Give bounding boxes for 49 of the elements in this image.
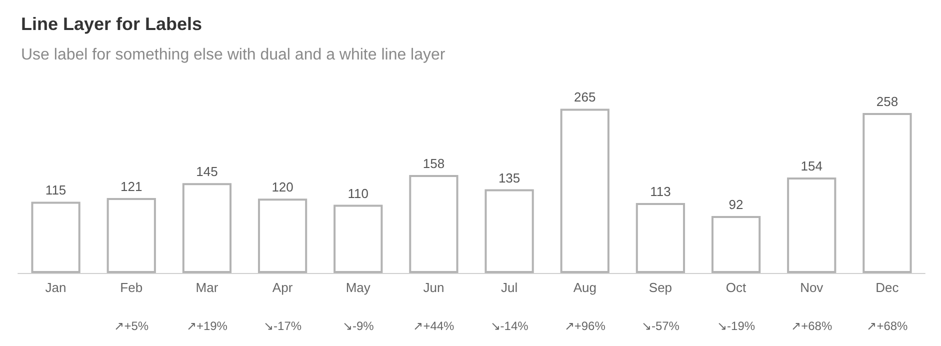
x-tick-label: Jan — [45, 280, 66, 295]
x-tick-label: Nov — [800, 280, 824, 295]
bar — [862, 113, 912, 273]
x-tick-label: Dec — [876, 280, 900, 295]
text: ↗+68% — [791, 319, 832, 333]
data-label: 120 — [272, 180, 294, 195]
x-tick-label: May — [346, 280, 371, 295]
x-tick-label: Apr — [272, 280, 294, 295]
bar — [787, 178, 836, 273]
text: ↗+96% — [564, 319, 606, 333]
bar — [711, 216, 761, 273]
data-label: 145 — [196, 164, 218, 180]
text: ↘-17% — [264, 319, 302, 333]
data-label: 115 — [45, 182, 66, 198]
data-label: 258 — [876, 94, 898, 110]
x-tick-label: Aug — [573, 280, 596, 295]
bar — [106, 198, 156, 273]
bar — [409, 175, 458, 273]
data-label: 135 — [498, 170, 520, 186]
text: ↗+19% — [186, 319, 228, 333]
x-tick-label: Jun — [423, 280, 444, 295]
bar — [31, 202, 80, 273]
x-tick-label: Mar — [196, 280, 219, 295]
x-tick-label: Jul — [500, 280, 518, 295]
data-label: 110 — [348, 186, 368, 201]
text: ↗+68% — [866, 319, 908, 333]
data-label: 265 — [574, 90, 596, 105]
data-label: 121 — [120, 178, 142, 194]
bar — [484, 189, 534, 273]
x-tick-label: Oct — [726, 280, 747, 295]
text: ↗+44% — [413, 319, 455, 333]
text: ↘-57% — [641, 319, 680, 333]
data-label: 113 — [650, 184, 671, 199]
text: ↘-9% — [342, 319, 374, 333]
chart-title: Line Layer for Labels — [21, 14, 202, 34]
x-tick-label: Feb — [120, 280, 143, 295]
data-label: 158 — [422, 156, 445, 172]
bar — [560, 108, 610, 273]
data-label: 92 — [728, 196, 744, 212]
text: ↘-14% — [490, 319, 529, 333]
x-tick-label: Sep — [648, 280, 672, 295]
bar — [636, 202, 686, 273]
chart-subtitle: Use label for something else with dual and a white line layer — [21, 46, 446, 64]
text: ↗+5% — [114, 319, 149, 333]
bar — [182, 183, 232, 273]
data-label: 154 — [800, 158, 822, 174]
bar — [334, 204, 383, 273]
bar — [258, 198, 308, 273]
text: ↘-19% — [717, 319, 756, 333]
